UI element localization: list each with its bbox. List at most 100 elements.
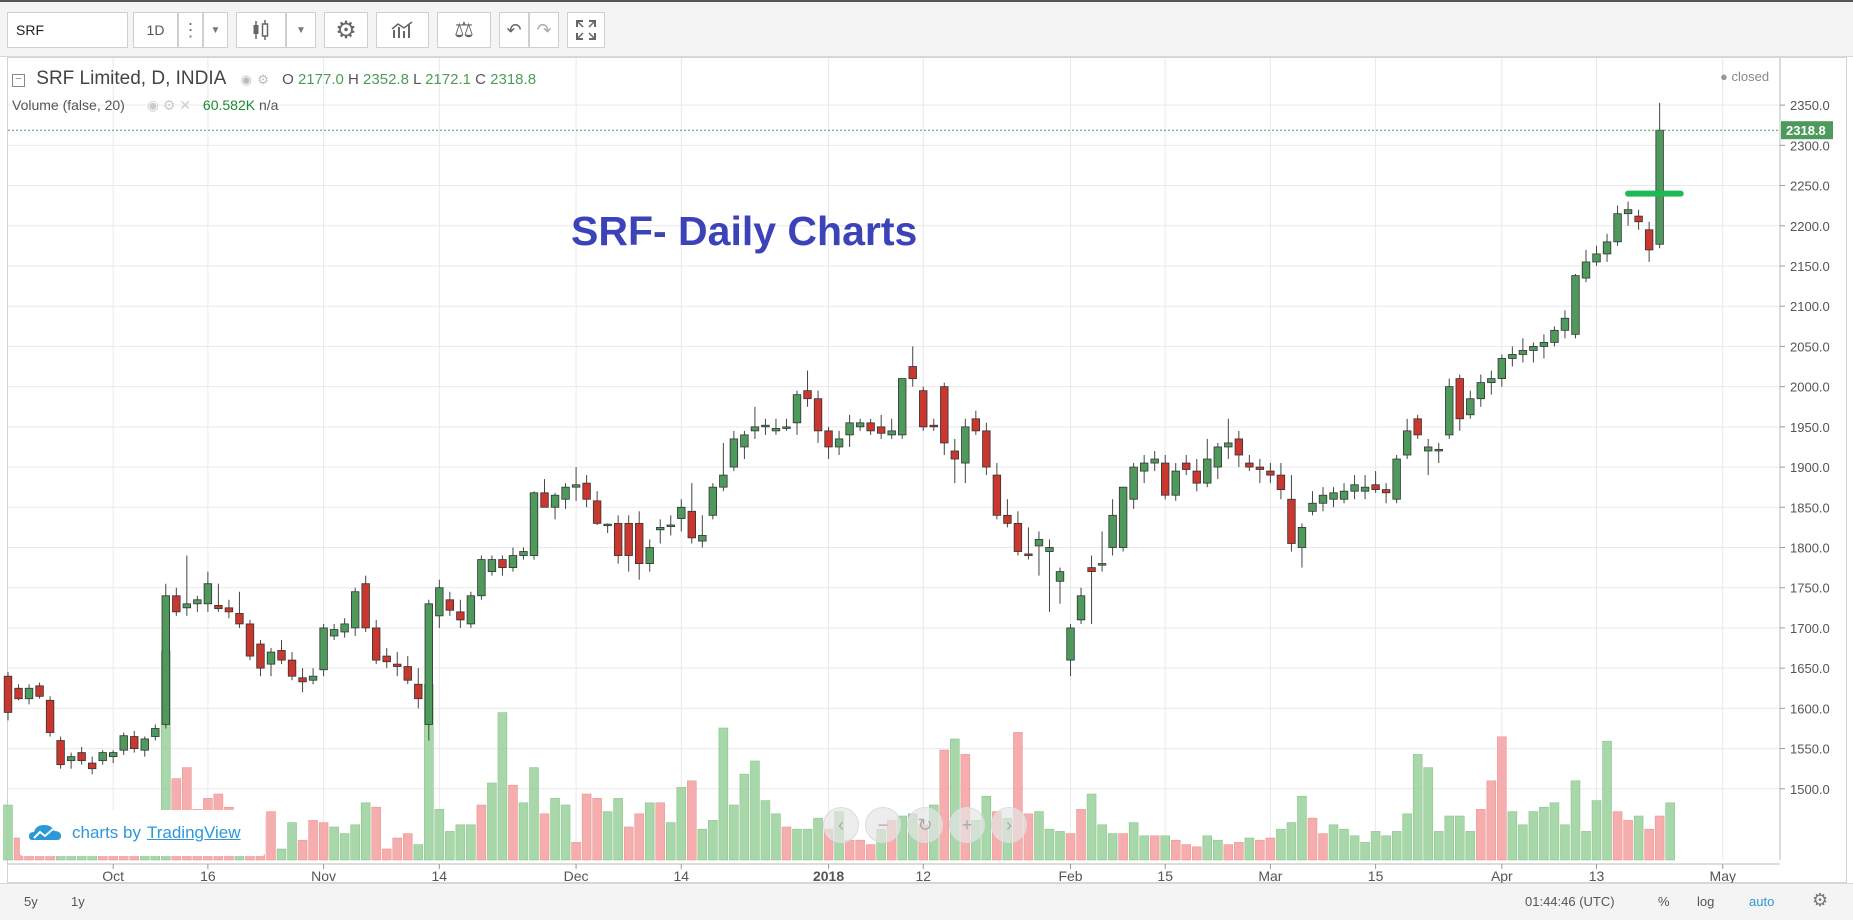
candle-up: [529, 492, 539, 556]
status-dot-icon: ●: [1720, 69, 1728, 84]
candle-down: [14, 687, 23, 700]
tradingview-link[interactable]: TradingView: [146, 823, 241, 842]
auto-toggle[interactable]: auto: [1749, 894, 1775, 909]
volume-bar: [1591, 800, 1602, 861]
candle-up: [1350, 484, 1359, 492]
percent-toggle[interactable]: %: [1658, 894, 1670, 909]
candle-up: [708, 486, 718, 516]
reset-button[interactable]: ↻: [907, 807, 943, 843]
price-tick-label: 1850.0: [1790, 500, 1830, 515]
fullscreen-button[interactable]: [567, 12, 605, 48]
candle-down: [1276, 474, 1286, 490]
price-tick-label: 2050.0: [1790, 339, 1830, 354]
candle-up: [1487, 378, 1496, 384]
price-tick-label: 1550.0: [1790, 742, 1830, 757]
candle-up: [1592, 253, 1601, 263]
price-tick-label: 2000.0: [1790, 380, 1830, 395]
candle-down: [1371, 484, 1380, 490]
interval-button[interactable]: 1D: [133, 12, 178, 48]
candle-up: [677, 506, 686, 519]
gear-icon[interactable]: ⚙: [162, 97, 176, 113]
time-tick-label: 16: [200, 868, 216, 884]
price-tick-label: 2200.0: [1790, 219, 1830, 234]
settings-button[interactable]: ⚙: [324, 12, 368, 48]
volume-bar: [1160, 835, 1170, 861]
volume-bar: [687, 780, 697, 861]
scroll-left-button[interactable]: ‹: [823, 807, 859, 843]
volume-bar: [381, 848, 392, 861]
log-toggle[interactable]: log: [1697, 894, 1715, 909]
candle-down: [172, 595, 181, 613]
compare-button[interactable]: ⚖: [437, 12, 491, 48]
candle-down: [982, 430, 991, 468]
volume-bar: [1476, 809, 1486, 861]
volume-bar: [550, 798, 560, 861]
candle-down: [687, 510, 696, 539]
volume-bar: [1423, 767, 1433, 861]
overlay-title: SRF- Daily Charts: [571, 208, 918, 254]
price-tick-label: 1800.0: [1790, 541, 1830, 556]
volume-bar: [276, 848, 287, 861]
candle-down: [214, 605, 223, 610]
volume-bar: [508, 784, 518, 861]
candle-up: [645, 547, 654, 564]
price-tick-label: 2100.0: [1790, 299, 1830, 314]
redo-button[interactable]: ↷: [529, 12, 559, 48]
candle-up: [98, 752, 107, 762]
candle-up: [1581, 261, 1591, 279]
volume-bar: [360, 802, 371, 861]
candle-up: [1139, 462, 1149, 472]
zoom-in-button[interactable]: +: [949, 807, 985, 843]
eye-icon[interactable]: ◉: [240, 72, 252, 87]
tradingview-branding[interactable]: charts by TradingView: [20, 810, 265, 856]
range-5y-button[interactable]: 5y: [24, 894, 38, 909]
range-1y-button[interactable]: 1y: [71, 894, 85, 909]
volume-bar: [1223, 844, 1234, 861]
chart-type-button[interactable]: [236, 12, 286, 48]
symbol-search-input[interactable]: [7, 12, 128, 48]
volume-name: Volume (false, 20): [12, 97, 125, 113]
volume-bar: [466, 824, 476, 861]
candle-up: [1318, 494, 1328, 504]
volume-bar: [897, 815, 907, 861]
gear-icon[interactable]: ⚙: [257, 72, 269, 87]
candle-up: [1150, 458, 1159, 464]
collapse-icon[interactable]: −: [12, 74, 25, 87]
gear-icon[interactable]: ⚙: [1812, 890, 1829, 910]
eye-icon[interactable]: ◉: [146, 97, 159, 113]
candle-up: [519, 551, 528, 556]
scroll-right-button[interactable]: ›: [991, 807, 1027, 843]
candle-up: [1224, 442, 1233, 448]
chevron-down-icon: ▼: [296, 24, 306, 36]
candle-up: [109, 752, 118, 758]
interval-dropdown-button[interactable]: ▼: [203, 12, 228, 48]
interval-more-button[interactable]: ⋮: [178, 12, 203, 48]
close-icon[interactable]: ✕: [179, 97, 192, 113]
volume-bar: [592, 798, 602, 861]
time-tick-label: Oct: [102, 868, 124, 884]
volume-bar: [844, 839, 855, 861]
zoom-out-button[interactable]: −: [865, 807, 901, 843]
candle-up: [266, 651, 276, 665]
open-label: O: [282, 71, 294, 88]
volume-bar: [1191, 846, 1202, 861]
volume-bar: [1349, 835, 1360, 861]
redo-icon: ↷: [536, 19, 552, 40]
volume-bar: [655, 802, 666, 861]
undo-button[interactable]: ↶: [499, 12, 529, 48]
chart-frame: [7, 57, 1847, 883]
volume-bar: [697, 828, 708, 861]
candle-up: [1108, 514, 1117, 548]
volume-bar: [392, 837, 403, 861]
volume-bar: [1202, 835, 1213, 861]
indicators-icon: [391, 21, 412, 38]
chart-type-dropdown-button[interactable]: ▼: [286, 12, 316, 48]
volume-bar: [1023, 813, 1034, 861]
indicators-button[interactable]: [376, 12, 429, 48]
volume-bar: [476, 804, 487, 861]
volume-bar: [529, 767, 539, 861]
volume-bar: [1623, 820, 1633, 861]
candle-down: [908, 366, 917, 379]
volume-bar: [729, 804, 739, 861]
